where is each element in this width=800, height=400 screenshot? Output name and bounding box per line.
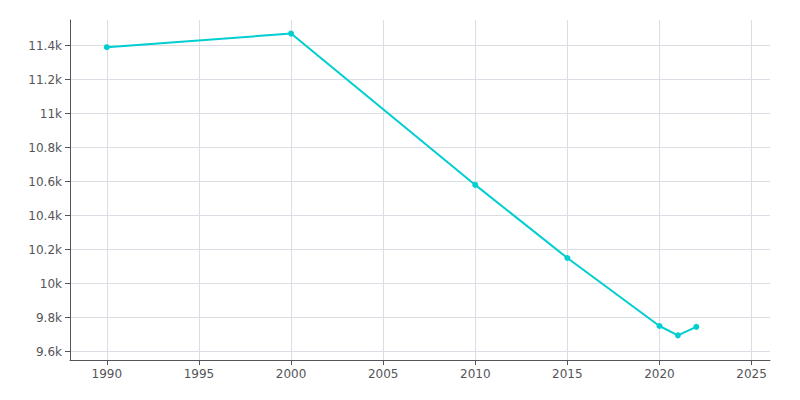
svg-text:2015: 2015 xyxy=(552,367,583,381)
svg-text:11.4k: 11.4k xyxy=(28,39,62,53)
svg-text:10.8k: 10.8k xyxy=(28,141,62,155)
svg-text:1995: 1995 xyxy=(184,367,215,381)
svg-text:2000: 2000 xyxy=(276,367,307,381)
svg-text:11k: 11k xyxy=(40,107,62,121)
svg-text:9.8k: 9.8k xyxy=(36,311,62,325)
svg-text:9.6k: 9.6k xyxy=(36,345,62,359)
svg-text:2010: 2010 xyxy=(460,367,491,381)
svg-text:10.6k: 10.6k xyxy=(28,175,62,189)
svg-text:2025: 2025 xyxy=(736,367,767,381)
svg-text:2005: 2005 xyxy=(368,367,399,381)
svg-text:1990: 1990 xyxy=(92,367,123,381)
svg-text:2020: 2020 xyxy=(644,367,675,381)
svg-text:11.2k: 11.2k xyxy=(28,73,62,87)
svg-text:10.2k: 10.2k xyxy=(28,243,62,257)
svg-text:10k: 10k xyxy=(40,277,62,291)
svg-text:10.4k: 10.4k xyxy=(28,209,62,223)
